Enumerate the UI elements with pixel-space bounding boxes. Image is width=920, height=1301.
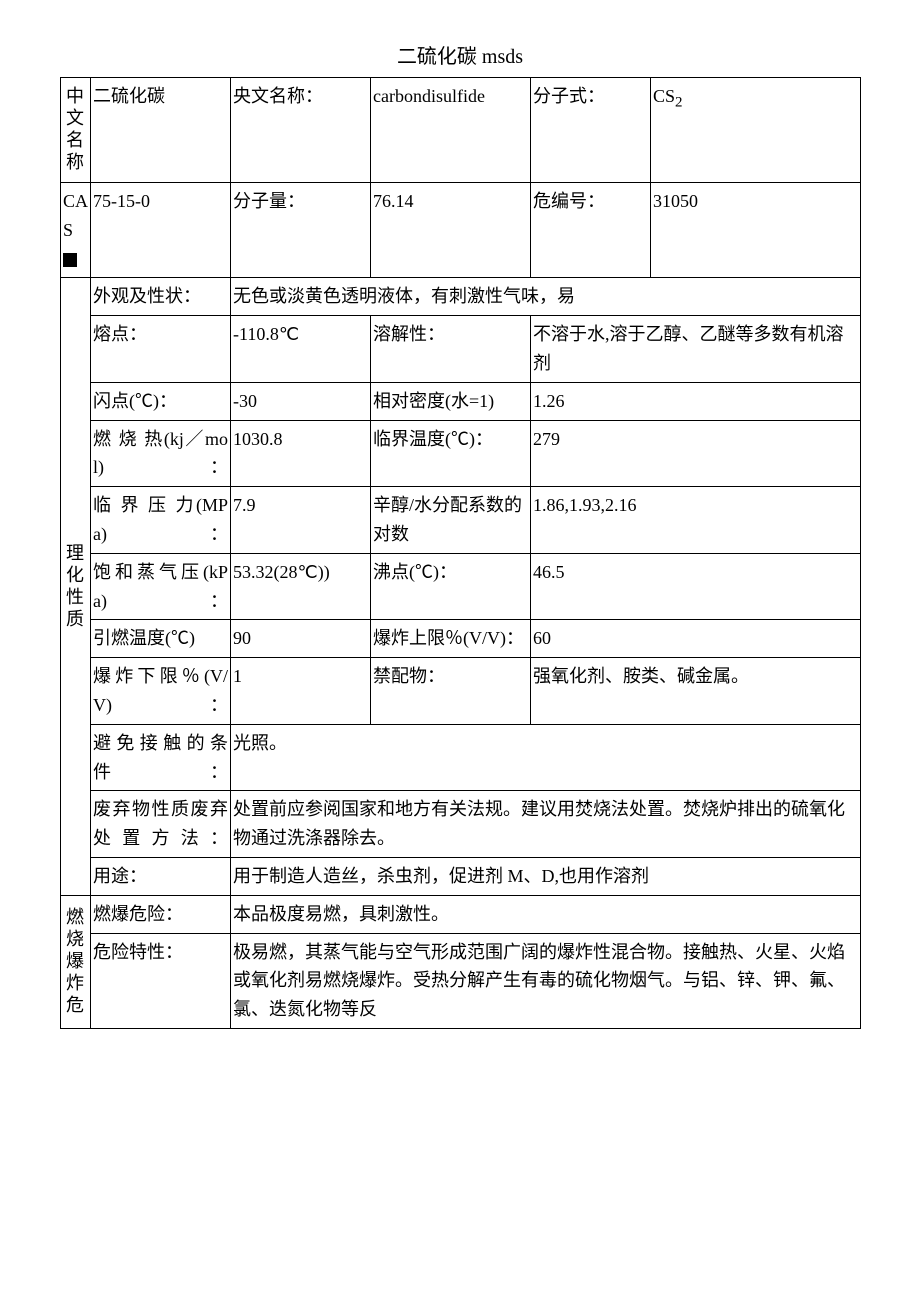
cell-mp: -110.8℃ [231, 316, 371, 383]
cell-hazno: 31050 [651, 183, 861, 278]
cell-mp-label: 熔点： [91, 316, 231, 383]
cell-name-en: carbondisulfide [371, 78, 531, 183]
cell-cas: 75-15-0 [91, 183, 231, 278]
cell-mw: 76.14 [371, 183, 531, 278]
cell-lel: 1 [231, 658, 371, 725]
cell-logp: 1.86,1.93,2.16 [531, 487, 861, 554]
cell-bp: 46.5 [531, 553, 861, 620]
row-firechar: 危险特性： 极易燃，其蒸气能与空气形成范围广阔的爆炸性混合物。接触热、火星、火焰… [61, 933, 861, 1028]
cell-incomp-label: 禁配物： [371, 658, 531, 725]
row-disposal: 废弃物性质废弃处置方法： 处置前应参阅国家和地方有关法规。建议用焚烧法处置。焚烧… [61, 791, 861, 858]
cell-firehaz: 本品极度易燃，具刺激性。 [231, 895, 861, 933]
cell-appearance: 无色或淡黄色透明液体，有刺激性气味，易 [231, 278, 861, 316]
row-ig: 引燃温度(℃) 90 爆炸上限％(V/V)： 60 [61, 620, 861, 658]
cell-heat-label: 燃 烧 热(kj／mol)： [91, 420, 231, 487]
cell-name-cn: 二硫化碳 [91, 78, 231, 183]
cell-bp-label: 沸点(℃)： [371, 553, 531, 620]
row-cas: CAS 75-15-0 分子量： 76.14 危编号： 31050 [61, 183, 861, 278]
cell-mw-label: 分子量： [231, 183, 371, 278]
cell-use: 用于制造人造丝，杀虫剂，促进剂 M、D,也用作溶剂 [231, 857, 861, 895]
cell-logp-label: 辛醇/水分配系数的对数 [371, 487, 531, 554]
cell-cas-label: CAS [61, 183, 91, 278]
cell-rd-label: 相对密度(水=1) [371, 382, 531, 420]
cell-avoid: 光照。 [231, 724, 861, 791]
cell-pc-label: 临 界 压 力(MPa)： [91, 487, 231, 554]
cell-uel: 60 [531, 620, 861, 658]
cell-formula-label: 分子式： [531, 78, 651, 183]
cell-name-en-label: 央文名称： [231, 78, 371, 183]
cell-avoid-label: 避免接触的条件： [91, 724, 231, 791]
cell-tc-label: 临界温度(℃)： [371, 420, 531, 487]
page-title: 二硫化碳 msds [60, 40, 860, 69]
cell-ig-label: 引燃温度(℃) [91, 620, 231, 658]
row-avoid: 避免接触的条件： 光照。 [61, 724, 861, 791]
cell-hazno-label: 危编号： [531, 183, 651, 278]
row-vp: 饱和蒸气压(kPa)： 53.32(28℃)) 沸点(℃)： 46.5 [61, 553, 861, 620]
row-pc: 临 界 压 力(MPa)： 7.9 辛醇/水分配系数的对数 1.86,1.93,… [61, 487, 861, 554]
row-use: 用途： 用于制造人造丝，杀虫剂，促进剂 M、D,也用作溶剂 [61, 857, 861, 895]
cell-heat: 1030.8 [231, 420, 371, 487]
cell-use-label: 用途： [91, 857, 231, 895]
cell-incomp: 强氧化剂、胺类、碱金属。 [531, 658, 861, 725]
cell-disposal-label: 废弃物性质废弃处置方法： [91, 791, 231, 858]
cell-vp-label: 饱和蒸气压(kPa)： [91, 553, 231, 620]
msds-table: 中文名称 二硫化碳 央文名称： carbondisulfide 分子式： CS2… [60, 77, 861, 1029]
cell-sol: 不溶于水,溶于乙醇、乙醚等多数有机溶剂 [531, 316, 861, 383]
row-appearance: 理化性质 外观及性状： 无色或淡黄色透明液体，有刺激性气味，易 [61, 278, 861, 316]
cell-uel-label: 爆炸上限％(V/V)： [371, 620, 531, 658]
row-fp: 闪点(℃)： -30 相对密度(水=1) 1.26 [61, 382, 861, 420]
cell-disposal: 处置前应参阅国家和地方有关法规。建议用焚烧法处置。焚烧炉排出的硫氧化物通过洗涤器… [231, 791, 861, 858]
cell-appearance-label: 外观及性状： [91, 278, 231, 316]
vlabel-name: 中文名称 [61, 78, 91, 183]
cell-tc: 279 [531, 420, 861, 487]
row-firehaz: 燃烧爆炸危 燃爆危险： 本品极度易燃，具刺激性。 [61, 895, 861, 933]
cell-fp-label: 闪点(℃)： [91, 382, 231, 420]
cell-firechar: 极易燃，其蒸气能与空气形成范围广阔的爆炸性混合物。接触热、火星、火焰或氧化剂易燃… [231, 933, 861, 1028]
cell-formula: CS2 [651, 78, 861, 183]
cell-rd: 1.26 [531, 382, 861, 420]
vlabel-fire: 燃烧爆炸危 [61, 895, 91, 1028]
cell-firechar-label: 危险特性： [91, 933, 231, 1028]
row-name: 中文名称 二硫化碳 央文名称： carbondisulfide 分子式： CS2 [61, 78, 861, 183]
square-icon [63, 253, 77, 267]
cell-fp: -30 [231, 382, 371, 420]
cell-pc: 7.9 [231, 487, 371, 554]
row-lel: 爆炸下限％(V/V)： 1 禁配物： 强氧化剂、胺类、碱金属。 [61, 658, 861, 725]
cell-sol-label: 溶解性： [371, 316, 531, 383]
vlabel-phys: 理化性质 [61, 278, 91, 895]
cell-vp: 53.32(28℃)) [231, 553, 371, 620]
cell-firehaz-label: 燃爆危险： [91, 895, 231, 933]
row-mp: 熔点： -110.8℃ 溶解性： 不溶于水,溶于乙醇、乙醚等多数有机溶剂 [61, 316, 861, 383]
cell-ig: 90 [231, 620, 371, 658]
cell-lel-label: 爆炸下限％(V/V)： [91, 658, 231, 725]
row-heat: 燃 烧 热(kj／mol)： 1030.8 临界温度(℃)： 279 [61, 420, 861, 487]
